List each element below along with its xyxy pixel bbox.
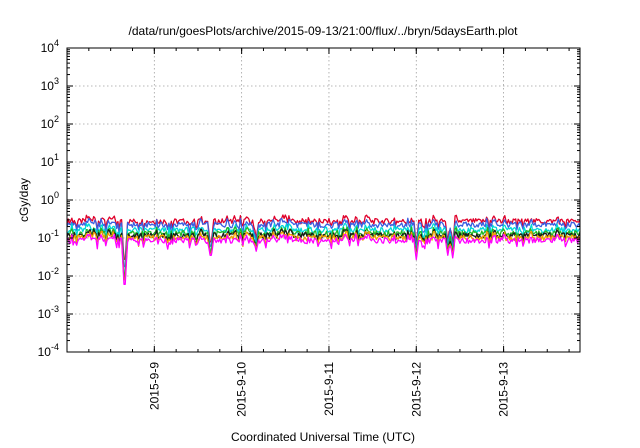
grid: [67, 48, 580, 352]
y-axis-label: cGy/day: [17, 178, 31, 222]
axis-ticks: [66, 47, 580, 353]
y-tick-label: 10-1: [38, 228, 59, 245]
y-tick-label: 102: [41, 114, 59, 131]
series-line: [66, 230, 581, 281]
x-tick-label: 2015-9-9: [147, 362, 161, 410]
y-tick-label: 103: [41, 76, 59, 93]
x-tick-label: 2015-9-13: [497, 362, 511, 417]
y-tick-label: 10-4: [38, 342, 59, 359]
y-tick-label: 10-2: [38, 266, 59, 283]
y-tick-label: 100: [41, 190, 59, 207]
x-tick-label: 2015-9-12: [409, 362, 423, 417]
y-tick-label: 10-3: [38, 304, 59, 321]
y-tick-label: 101: [41, 152, 59, 169]
chart-title: /data/run/goesPlots/archive/2015-09-13/2…: [129, 24, 519, 38]
series-line: [66, 214, 581, 260]
tick-labels: 10-4 10-3 10-2 10-1 100 101 102 103 104 2015-9-9 2…: [38, 38, 511, 417]
x-tick-label: 2015-9-11: [322, 362, 336, 416]
series-line: [66, 223, 581, 275]
x-tick-label: 2015-9-10: [235, 362, 249, 417]
y-tick-label: 104: [41, 38, 59, 55]
series-lines: [66, 214, 581, 286]
series-line: [66, 217, 581, 268]
series-line: [66, 233, 581, 286]
x-axis-label: Coordinated Universal Time (UTC): [231, 430, 415, 444]
